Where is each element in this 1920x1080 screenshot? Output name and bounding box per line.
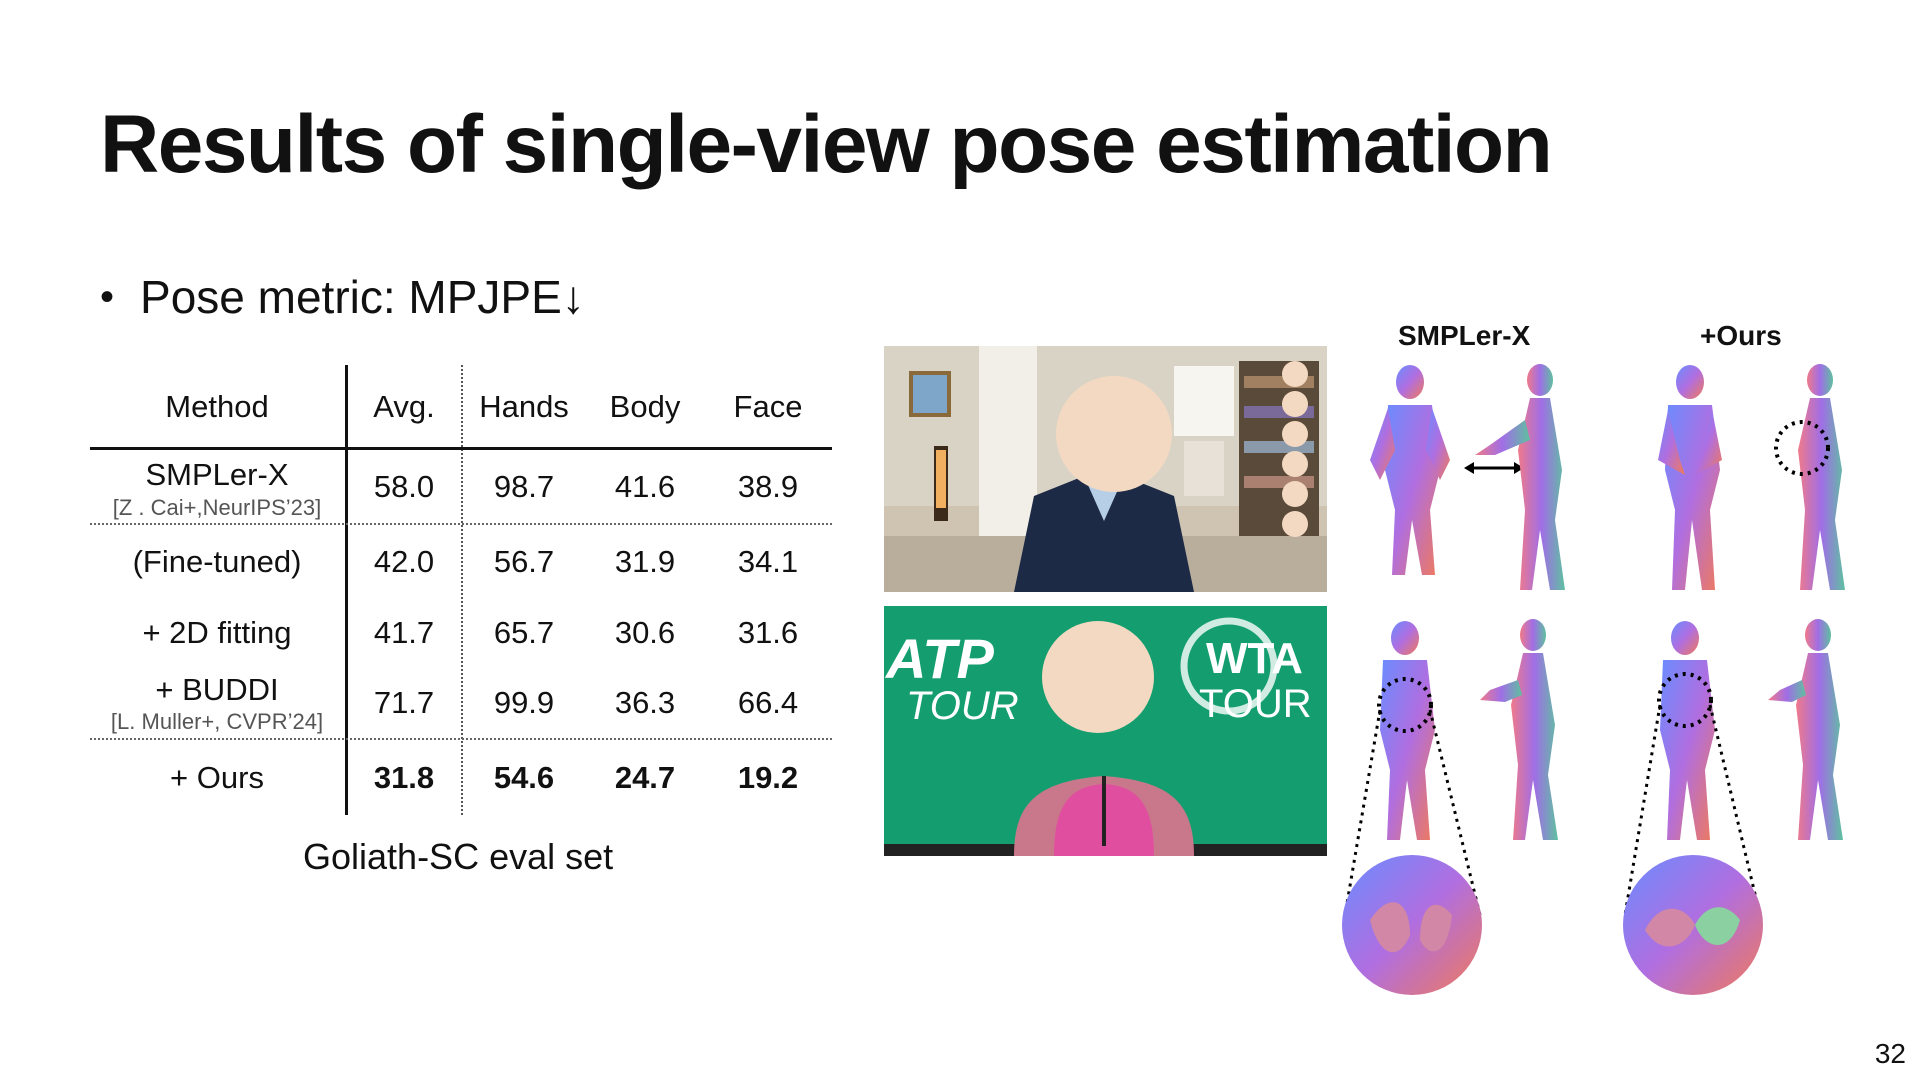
cell-body: 30.6 [614, 615, 676, 650]
tour-text-left: TOUR [906, 684, 1019, 728]
cell-avg: 58.0 [373, 469, 435, 504]
cell-body: 24.7 [614, 760, 676, 795]
press-conference-photo: ATP TOUR WTA TOUR [884, 606, 1327, 856]
table-vertical-divider [345, 365, 348, 815]
mesh-smplerx-side-bottom [1480, 619, 1558, 840]
mesh-results [1342, 364, 1845, 995]
page-number: 32 [1874, 1038, 1906, 1069]
row-reference: [L. Muller+, CVPR’24] [110, 709, 324, 734]
zoom-callout-right [1623, 704, 1763, 995]
row-method: + BUDDI [155, 672, 279, 707]
bullet-point: • Pose metric: MPJPE↓ [100, 270, 585, 324]
cell-face: 31.6 [737, 615, 799, 650]
cell-face: 34.1 [737, 544, 799, 579]
table-caption: Goliath-SC eval set [303, 836, 614, 877]
row-method: (Fine-tuned) [132, 544, 302, 579]
mesh-smplerx-front-bottom [1377, 621, 1435, 840]
cell-avg: 71.7 [373, 685, 435, 720]
arrow-double-icon [1464, 462, 1524, 474]
tour-text-right: TOUR [1199, 682, 1312, 726]
zoom-callout-left [1342, 709, 1482, 995]
atp-logo-text: ATP [886, 627, 994, 690]
mesh-ours-front-top [1658, 365, 1722, 590]
highlight-circle-icon [1774, 420, 1830, 476]
cell-hands: 54.6 [493, 760, 555, 795]
video-call-photo [884, 346, 1327, 592]
bullet-text: Pose metric: MPJPE↓ [140, 271, 585, 323]
header-method: Method [165, 389, 269, 424]
mesh-smplerx-side-top [1475, 364, 1565, 590]
smpler-x-label: SMPLer-X [1398, 320, 1531, 351]
table-dotted-rule [90, 523, 832, 525]
cell-avg: 42.0 [373, 544, 435, 579]
header-face: Face [733, 389, 803, 424]
header-body: Body [609, 389, 681, 424]
cell-hands: 98.7 [493, 469, 555, 504]
mesh-smplerx-front-top [1370, 365, 1450, 575]
mesh-ours-side-bottom [1768, 619, 1843, 840]
cell-face: 19.2 [737, 760, 799, 795]
cell-hands: 65.7 [493, 615, 555, 650]
results-table: Method Avg. Hands Body Face SMPLer-X [Z … [90, 365, 832, 815]
cell-body: 41.6 [614, 469, 676, 504]
face-blur [1056, 376, 1172, 492]
cell-avg: 41.7 [373, 615, 435, 650]
mesh-ours-side-top [1774, 364, 1845, 590]
cell-hands: 56.7 [493, 544, 555, 579]
bullet-dot: • [100, 274, 115, 319]
header-avg: Avg. [373, 389, 435, 424]
ours-label: +Ours [1700, 320, 1782, 351]
wta-logo-text: WTA [1206, 634, 1303, 683]
row-method: + Ours [170, 760, 264, 795]
slide-title: Results of single-view pose estimation [100, 99, 1553, 190]
table-header-rule [90, 447, 832, 450]
cell-body: 31.9 [614, 544, 676, 579]
row-method: SMPLer-X [145, 457, 289, 492]
header-hands: Hands [479, 389, 569, 424]
face-blur [1042, 621, 1154, 733]
mesh-ours-front-bottom [1657, 621, 1715, 840]
cell-hands: 99.9 [493, 685, 555, 720]
cell-avg: 31.8 [373, 760, 435, 795]
table-dotted-divider [461, 365, 463, 815]
row-reference: [Z . Cai+,NeurIPS’23] [112, 495, 322, 520]
cell-body: 36.3 [614, 685, 676, 720]
row-method: + 2D fitting [142, 615, 292, 650]
cell-face: 66.4 [737, 685, 799, 720]
cell-face: 38.9 [737, 469, 799, 504]
table-dotted-rule [90, 738, 832, 740]
